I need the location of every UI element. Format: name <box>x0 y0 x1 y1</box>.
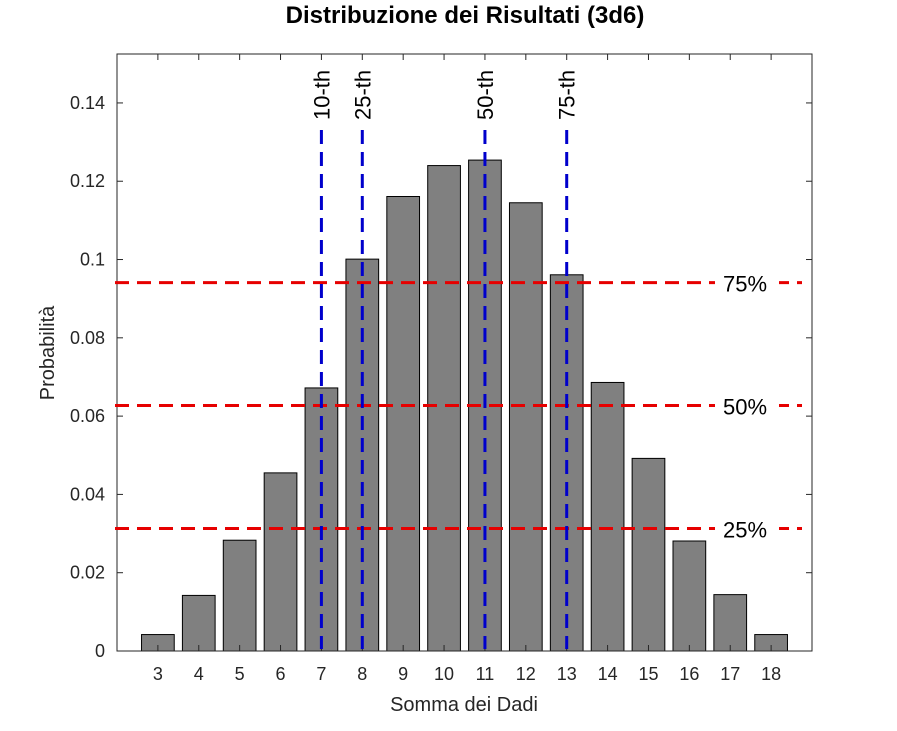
quantile-label-bg-50% <box>715 391 779 420</box>
percentile-label-10-th: 10-th <box>309 70 334 120</box>
x-tick-label-17: 17 <box>720 664 740 684</box>
y-tick-label-1: 0.02 <box>70 563 105 583</box>
x-axis-label: Somma dei Dadi <box>390 694 538 716</box>
bar-17 <box>713 594 748 652</box>
x-tick-label-8: 8 <box>357 664 367 684</box>
y-tick-label-7: 0.14 <box>70 93 105 113</box>
bar-7 <box>304 387 339 652</box>
bar-12 <box>508 202 543 652</box>
bar-16 <box>672 540 707 652</box>
quantile-label-bg-75% <box>715 268 779 297</box>
y-tick-label-3: 0.06 <box>70 406 105 426</box>
bar-14 <box>590 381 625 652</box>
quantile-label-25%: 25% <box>723 517 767 542</box>
x-tick-label-4: 4 <box>194 664 204 684</box>
plot-frame <box>116 53 813 652</box>
axes-layer: 3 4 5 6 7 8 9 10 11 12 13 14 15 16 17 18 0 0.02 0.04 0.06 0.… <box>70 53 813 684</box>
y-tick-label-6: 0.12 <box>70 171 105 191</box>
bar-8 <box>345 258 380 652</box>
x-tick-label-13: 13 <box>557 664 577 684</box>
reference-lines-layer: 25% 50% 75% 10-th 25-th 50-th 75-th <box>115 70 802 649</box>
x-tick-label-15: 15 <box>638 664 658 684</box>
x-tick-label-7: 7 <box>316 664 326 684</box>
y-tick-label-0: 0 <box>95 641 105 661</box>
bar-15 <box>631 457 666 652</box>
quantile-label-75%: 75% <box>723 272 767 297</box>
bar-5 <box>222 539 257 652</box>
y-tick-label-5: 0.1 <box>80 250 105 270</box>
x-tick-label-18: 18 <box>761 664 781 684</box>
bar-6 <box>263 472 298 652</box>
x-tick-label-5: 5 <box>235 664 245 684</box>
x-tick-label-16: 16 <box>679 664 699 684</box>
bar-4 <box>181 594 216 652</box>
y-axis-label: Probabilità <box>37 305 59 400</box>
x-tick-label-11: 11 <box>476 664 495 684</box>
x-tick-label-14: 14 <box>598 664 618 684</box>
bar-9 <box>386 196 421 652</box>
quantile-label-bg-25% <box>715 514 779 543</box>
percentile-label-25-th: 25-th <box>350 70 375 120</box>
bar-10 <box>427 165 461 652</box>
percentile-label-50-th: 50-th <box>473 70 498 120</box>
chart-title: Distribuzione dei Risultati (3d6) <box>285 2 645 29</box>
x-tick-label-10: 10 <box>434 664 454 684</box>
percentile-label-75-th: 75-th <box>555 70 580 120</box>
x-tick-label-9: 9 <box>398 664 408 684</box>
y-tick-label-4: 0.08 <box>70 328 105 348</box>
x-tick-label-12: 12 <box>516 664 536 684</box>
quantile-label-50%: 50% <box>723 395 767 420</box>
x-tick-label-3: 3 <box>153 664 163 684</box>
y-tick-label-2: 0.04 <box>70 484 105 504</box>
x-tick-label-6: 6 <box>276 664 286 684</box>
